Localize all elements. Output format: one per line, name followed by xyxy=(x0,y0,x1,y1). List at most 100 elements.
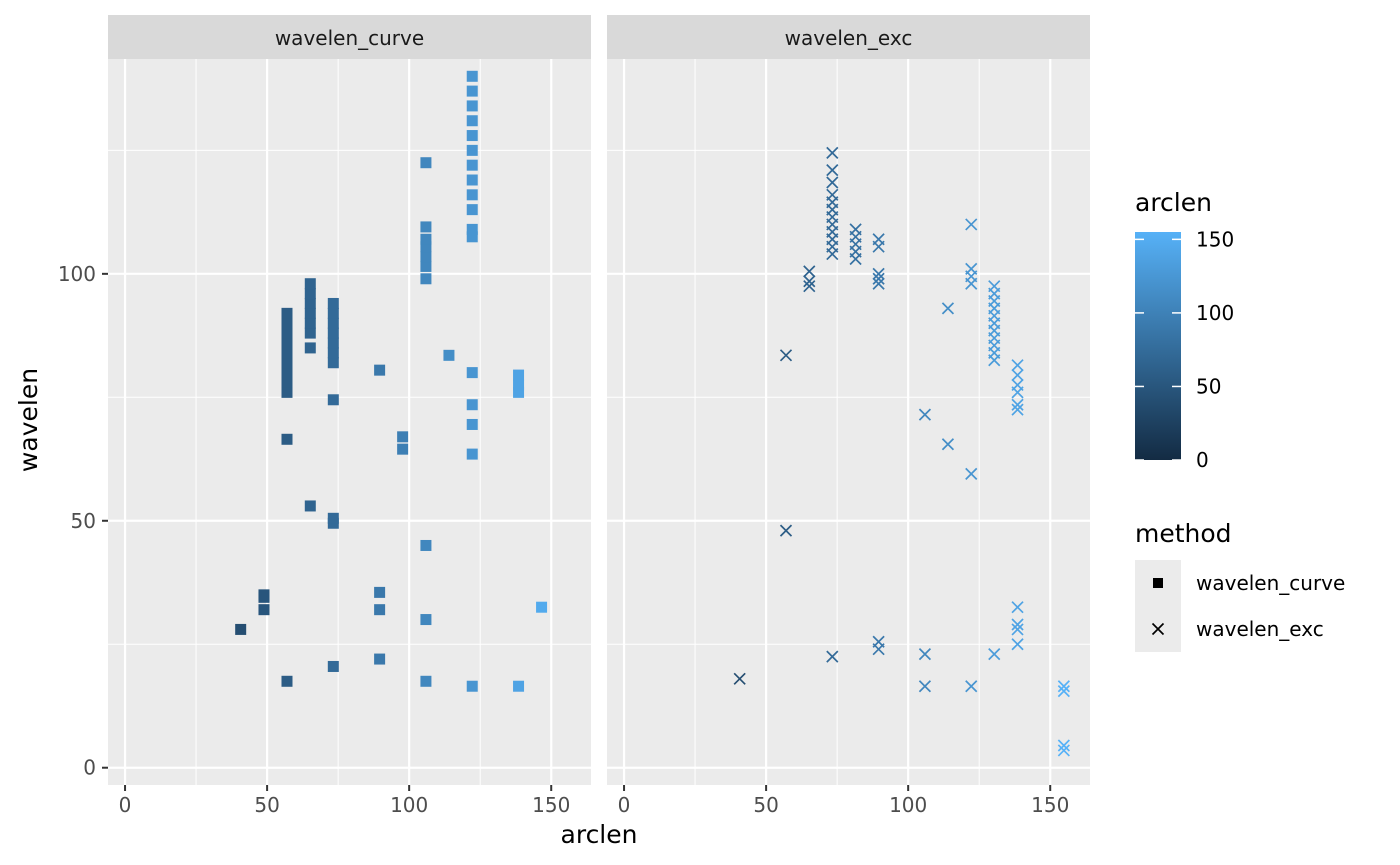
data-point-square xyxy=(258,589,270,601)
data-point-square xyxy=(304,307,316,319)
data-point-square xyxy=(420,241,432,253)
data-point-square xyxy=(235,623,247,635)
data-point-square xyxy=(466,367,478,379)
data-point-cross xyxy=(803,275,816,288)
panel-background xyxy=(607,59,1090,785)
data-point-square xyxy=(466,448,478,460)
y-axis-title: wavelen xyxy=(14,368,43,472)
color-legend-tick-label: 150 xyxy=(1196,227,1234,251)
data-point-square xyxy=(304,500,316,512)
square-symbol-icon xyxy=(1153,578,1163,588)
data-point-square xyxy=(281,317,293,329)
data-point-square xyxy=(420,157,432,169)
legends: arclen 0 50 100 150 method wavelen_curvewav… xyxy=(1135,188,1345,652)
data-point-cross xyxy=(1057,685,1070,698)
data-point-cross xyxy=(1057,680,1070,693)
color-legend-tick-label: 50 xyxy=(1196,374,1221,398)
data-point-square xyxy=(466,189,478,201)
data-point-square xyxy=(304,342,316,354)
data-point-square xyxy=(466,231,478,243)
data-point-cross xyxy=(872,233,885,246)
data-point-square xyxy=(397,443,409,455)
shape-legend-title: method xyxy=(1135,519,1232,548)
data-point-square xyxy=(397,431,409,443)
data-point-square xyxy=(327,512,339,524)
facet-wavelen_exc: wavelen_exc 0 50 100 150 xyxy=(607,15,1090,817)
data-point-square xyxy=(304,327,316,339)
shape-legend-label: wavelen_curve xyxy=(1196,571,1345,595)
x-tick-label: 150 xyxy=(532,793,570,817)
color-legend-title: arclen xyxy=(1135,188,1212,217)
data-point-square xyxy=(466,144,478,156)
data-point-square xyxy=(466,115,478,127)
data-point-cross xyxy=(826,188,839,201)
data-point-square xyxy=(466,174,478,186)
data-point-cross xyxy=(1011,403,1024,416)
data-point-square xyxy=(466,159,478,171)
data-point-cross xyxy=(1011,368,1024,382)
data-point-cross xyxy=(779,349,793,362)
data-point-square xyxy=(443,349,455,361)
data-point-cross xyxy=(965,262,978,275)
data-point-square xyxy=(374,653,386,665)
data-point-square xyxy=(420,251,432,263)
y-tick-label: 0 xyxy=(83,756,96,780)
data-point-cross xyxy=(1011,623,1024,636)
data-point-square xyxy=(513,379,525,391)
data-point-square xyxy=(466,85,478,97)
data-point-square xyxy=(466,100,478,112)
data-point-square xyxy=(281,433,293,445)
data-point-cross xyxy=(1057,739,1070,752)
data-point-cross xyxy=(918,408,932,421)
x-axis-title: arclen xyxy=(561,820,638,849)
data-point-square xyxy=(536,601,548,613)
data-point-square xyxy=(327,327,339,339)
data-point-square xyxy=(281,307,293,319)
facet-strip xyxy=(607,15,1090,59)
x-tick-label: 0 xyxy=(618,793,631,817)
x-tick-label: 100 xyxy=(390,793,428,817)
data-point-cross xyxy=(826,164,839,177)
data-point-cross xyxy=(918,648,932,661)
shape-legend-label: wavelen_exc xyxy=(1196,617,1324,641)
data-point-square xyxy=(327,297,339,309)
y-tick-label: 100 xyxy=(58,262,96,286)
facet-strip-label: wavelen_curve xyxy=(275,26,424,50)
data-point-square xyxy=(281,376,293,388)
data-point-square xyxy=(327,347,339,359)
shape-legend-keys: wavelen_curve wavelen_exc xyxy=(1135,560,1345,652)
data-point-cross xyxy=(1011,618,1024,631)
data-point-square xyxy=(466,680,478,692)
data-point-cross xyxy=(872,635,885,648)
y-tick-label: 50 xyxy=(71,509,96,533)
data-point-cross xyxy=(1011,601,1024,614)
x-tick-label: 50 xyxy=(753,793,778,817)
x-tick-label: 100 xyxy=(889,793,927,817)
data-point-square xyxy=(374,604,386,616)
data-point-square xyxy=(281,347,293,359)
data-point-cross xyxy=(803,265,816,278)
data-point-square xyxy=(281,386,293,398)
data-point-square xyxy=(304,288,316,300)
data-point-cross xyxy=(918,680,932,693)
data-point-cross xyxy=(872,267,885,280)
data-point-square xyxy=(420,233,432,245)
data-point-cross xyxy=(826,146,839,159)
data-point-square xyxy=(327,660,339,672)
x-tick-label: 50 xyxy=(254,793,279,817)
data-point-square xyxy=(281,327,293,339)
color-legend-tick-label: 100 xyxy=(1196,301,1234,325)
data-point-square xyxy=(466,223,478,235)
data-point-cross xyxy=(849,223,862,236)
facet-strip-label: wavelen_exc xyxy=(785,26,913,50)
data-point-square xyxy=(327,394,339,406)
data-point-square xyxy=(281,367,293,379)
facet-wavelen_curve: wavelen_curve 0 50 100 150 0 50 100 xyxy=(58,15,591,817)
color-legend-bar xyxy=(1135,232,1181,460)
data-point-cross xyxy=(1011,378,1024,392)
data-point-square xyxy=(513,386,525,398)
data-point-cross xyxy=(1011,638,1024,651)
data-point-cross xyxy=(733,672,746,685)
data-point-square xyxy=(420,675,432,687)
data-point-cross xyxy=(941,302,955,315)
